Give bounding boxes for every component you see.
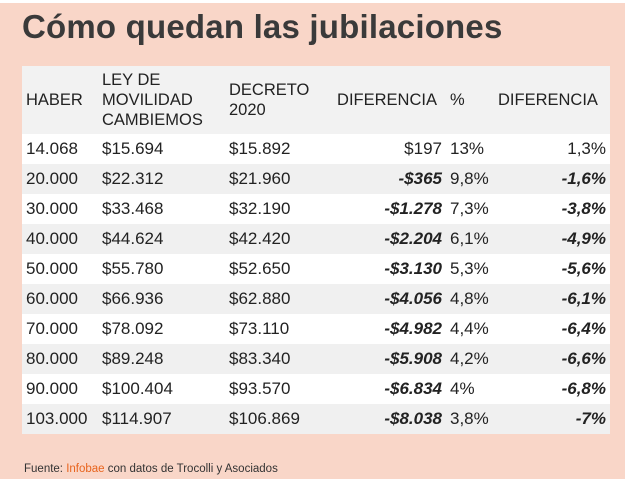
table-row: 20.000 $22.312 $21.960 -$365 9,8% -1,6%: [22, 164, 610, 194]
table-row: 30.000 $33.468 $32.190 -$1.278 7,3% -3,8%: [22, 194, 610, 224]
cell-ley-movilidad: $22.312: [98, 164, 225, 194]
source-footer: Fuente: Infobae con datos de Trocolli y …: [24, 463, 278, 475]
footer-brand: Infobae: [66, 463, 105, 475]
header-decreto: DECRETO 2020: [225, 66, 328, 134]
cell-diferencia-monto: -$5.908: [328, 344, 446, 374]
cell-ley-movilidad: $33.468: [98, 194, 225, 224]
cell-diferencia-porcentaje: -5,6%: [494, 254, 610, 284]
cell-porcentaje: 4,2%: [446, 344, 494, 374]
table-header-row: HABER LEY DE MOVILIDAD CAMBIEMOS DECRETO…: [22, 66, 610, 134]
cell-porcentaje: 6,1%: [446, 224, 494, 254]
cell-porcentaje: 13%: [446, 134, 494, 164]
cell-haber: 80.000: [22, 344, 98, 374]
table-row: 90.000 $100.404 $93.570 -$6.834 4% -6,8%: [22, 374, 610, 404]
header-ley-movilidad: LEY DE MOVILIDAD CAMBIEMOS: [98, 66, 225, 134]
cell-haber: 60.000: [22, 284, 98, 314]
cell-haber: 20.000: [22, 164, 98, 194]
cell-decreto: $42.420: [225, 224, 328, 254]
cell-haber: 103.000: [22, 404, 98, 434]
cell-diferencia-porcentaje: 1,3%: [494, 134, 610, 164]
cell-diferencia-monto: -$365: [328, 164, 446, 194]
cell-haber: 30.000: [22, 194, 98, 224]
table-row: 80.000 $89.248 $83.340 -$5.908 4,2% -6,6%: [22, 344, 610, 374]
cell-porcentaje: 3,8%: [446, 404, 494, 434]
table-row: 103.000 $114.907 $106.869 -$8.038 3,8% -7%: [22, 404, 610, 434]
header-porcentaje: %: [446, 66, 494, 134]
cell-porcentaje: 4%: [446, 374, 494, 404]
cell-porcentaje: 7,3%: [446, 194, 494, 224]
cell-decreto: $62.880: [225, 284, 328, 314]
cell-ley-movilidad: $78.092: [98, 314, 225, 344]
table-body: 14.068 $15.694 $15.892 $197 13% 1,3% 20.000 $22…: [22, 134, 610, 434]
cell-decreto: $15.892: [225, 134, 328, 164]
cell-haber: 70.000: [22, 314, 98, 344]
cell-diferencia-monto: -$6.834: [328, 374, 446, 404]
pension-table: HABER LEY DE MOVILIDAD CAMBIEMOS DECRETO…: [22, 66, 610, 434]
footer-prefix: Fuente:: [24, 463, 67, 475]
cell-diferencia-monto: $197: [328, 134, 446, 164]
table-row: 40.000 $44.624 $42.420 -$2.204 6,1% -4,9%: [22, 224, 610, 254]
cell-porcentaje: 4,8%: [446, 284, 494, 314]
cell-diferencia-monto: -$4.056: [328, 284, 446, 314]
cell-haber: 40.000: [22, 224, 98, 254]
cell-porcentaje: 4,4%: [446, 314, 494, 344]
cell-ley-movilidad: $89.248: [98, 344, 225, 374]
cell-haber: 14.068: [22, 134, 98, 164]
header-haber: HABER: [22, 66, 98, 134]
cell-ley-movilidad: $44.624: [98, 224, 225, 254]
cell-decreto: $93.570: [225, 374, 328, 404]
cell-decreto: $52.650: [225, 254, 328, 284]
cell-diferencia-monto: -$1.278: [328, 194, 446, 224]
footer-suffix: con datos de Trocolli y Asociados: [104, 463, 278, 475]
cell-decreto: $21.960: [225, 164, 328, 194]
cell-ley-movilidad: $15.694: [98, 134, 225, 164]
header-diferencia-porcentaje: DIFERENCIA: [494, 66, 610, 134]
table-row: 60.000 $66.936 $62.880 -$4.056 4,8% -6,1%: [22, 284, 610, 314]
cell-decreto: $83.340: [225, 344, 328, 374]
cell-decreto: $106.869: [225, 404, 328, 434]
table-row: 70.000 $78.092 $73.110 -$4.982 4,4% -6,4%: [22, 314, 610, 344]
cell-diferencia-porcentaje: -3,8%: [494, 194, 610, 224]
table-row: 14.068 $15.694 $15.892 $197 13% 1,3%: [22, 134, 610, 164]
cell-diferencia-porcentaje: -6,4%: [494, 314, 610, 344]
cell-diferencia-porcentaje: -6,8%: [494, 374, 610, 404]
cell-diferencia-porcentaje: -6,6%: [494, 344, 610, 374]
cell-diferencia-porcentaje: -1,6%: [494, 164, 610, 194]
cell-decreto: $32.190: [225, 194, 328, 224]
cell-porcentaje: 5,3%: [446, 254, 494, 284]
cell-diferencia-monto: -$2.204: [328, 224, 446, 254]
table-row: 50.000 $55.780 $52.650 -$3.130 5,3% -5,6%: [22, 254, 610, 284]
cell-porcentaje: 9,8%: [446, 164, 494, 194]
cell-diferencia-porcentaje: -7%: [494, 404, 610, 434]
cell-diferencia-monto: -$8.038: [328, 404, 446, 434]
cell-ley-movilidad: $114.907: [98, 404, 225, 434]
cell-decreto: $73.110: [225, 314, 328, 344]
cell-ley-movilidad: $55.780: [98, 254, 225, 284]
cell-diferencia-monto: -$3.130: [328, 254, 446, 284]
cell-ley-movilidad: $100.404: [98, 374, 225, 404]
pension-table-container: HABER LEY DE MOVILIDAD CAMBIEMOS DECRETO…: [22, 66, 610, 434]
cell-ley-movilidad: $66.936: [98, 284, 225, 314]
cell-diferencia-porcentaje: -6,1%: [494, 284, 610, 314]
header-diferencia-monto: DIFERENCIA: [328, 66, 446, 134]
cell-diferencia-porcentaje: -4,9%: [494, 224, 610, 254]
page-title: Cómo quedan las jubilaciones: [22, 8, 503, 45]
cell-haber: 90.000: [22, 374, 98, 404]
cell-haber: 50.000: [22, 254, 98, 284]
cell-diferencia-monto: -$4.982: [328, 314, 446, 344]
